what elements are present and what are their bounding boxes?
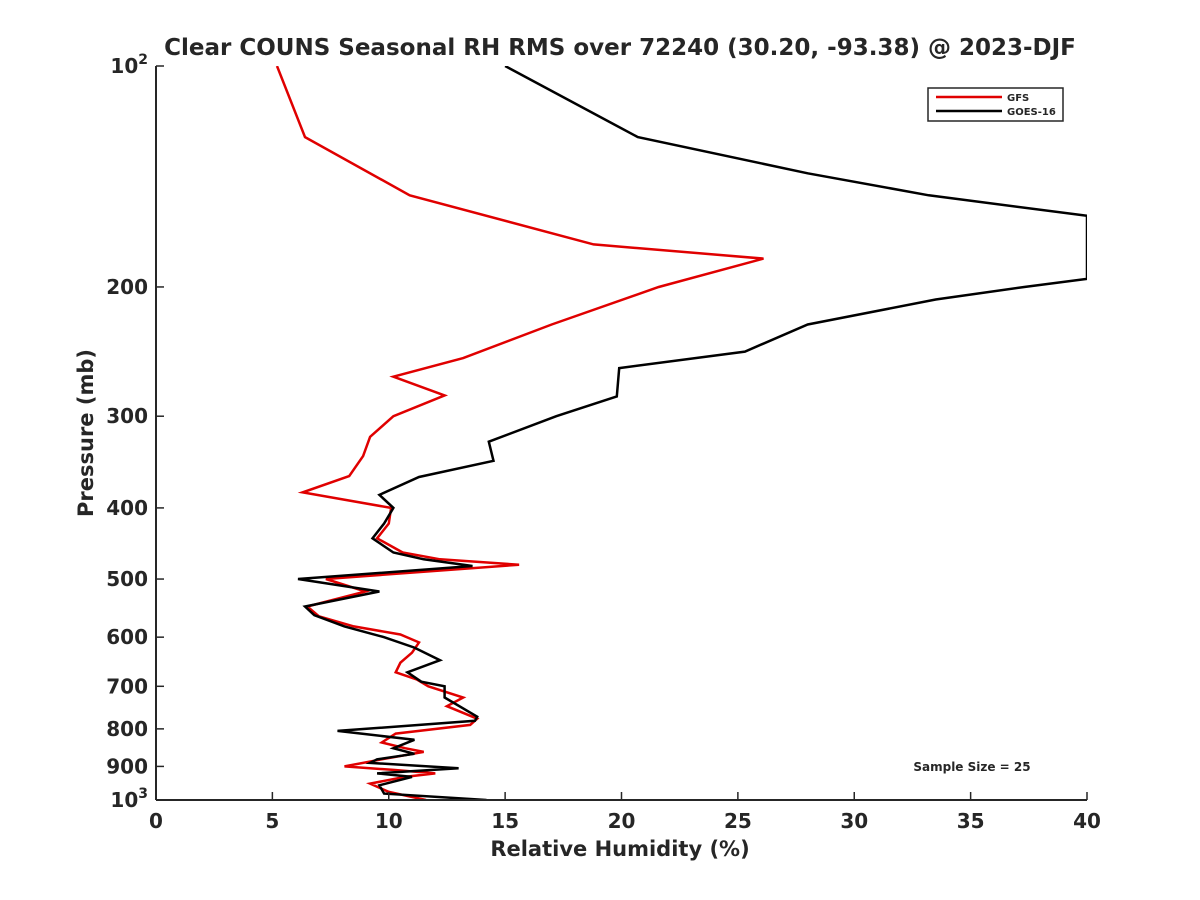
legend-label-gfs: GFS	[1007, 93, 1029, 104]
x-tick-label: 5	[265, 809, 279, 833]
x-tick-label: 0	[149, 809, 163, 833]
y-tick-label: 600	[106, 625, 148, 649]
x-tick-label: 30	[840, 809, 868, 833]
legend-label-goes16: GOES-16	[1007, 107, 1056, 118]
sample-size-annotation: Sample Size = 25	[913, 760, 1030, 774]
legend-box	[927, 87, 1064, 122]
y-tick-label: 800	[106, 717, 148, 741]
y-tick-label: 700	[106, 674, 148, 698]
x-axis-label: Relative Humidity (%)	[490, 837, 749, 861]
x-tick-label: 15	[491, 809, 519, 833]
y-tick-label: 300	[106, 404, 148, 428]
x-tick-label: 10	[375, 809, 403, 833]
x-tick-label: 40	[1073, 809, 1101, 833]
y-tick-label: 102	[110, 52, 148, 78]
y-axis-label: Pressure (mb)	[74, 349, 98, 517]
x-tick-label: 35	[957, 809, 985, 833]
y-tick-label: 400	[106, 496, 148, 520]
y-tick-label: 900	[106, 754, 148, 778]
series-line-gfs	[275, 66, 764, 800]
y-tick-label: 200	[106, 275, 148, 299]
plot-area: 0 5 10 15 20 25 30 35 40 102 200 300 400 500 600 700 800…	[106, 52, 1101, 833]
x-tick-label: 20	[608, 809, 636, 833]
y-tick-label: 103	[110, 786, 148, 812]
legend: GFS GOES-16	[927, 87, 1064, 122]
chart-title: Clear COUNS Seasonal RH RMS over 72240 (…	[164, 35, 1076, 61]
x-tick-label: 25	[724, 809, 752, 833]
series-line-goes16	[297, 66, 1087, 800]
y-tick-label: 500	[106, 567, 148, 591]
